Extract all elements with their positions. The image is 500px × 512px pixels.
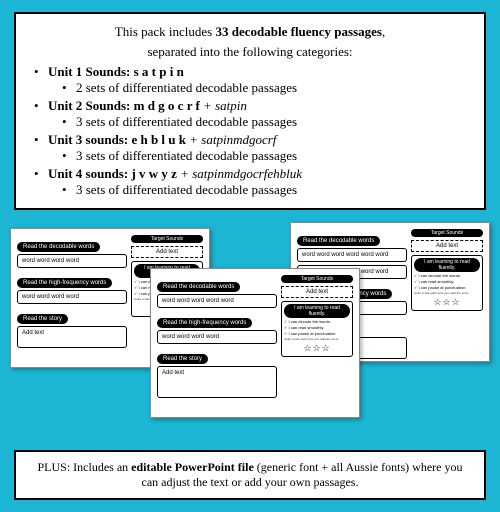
word-row: word word word word (17, 290, 127, 304)
intro-post: , (382, 24, 385, 39)
pill-decodable: Read the decodable words (157, 282, 240, 292)
word-row: word word word word word (157, 294, 277, 308)
target-header: Target Sounds (281, 275, 353, 283)
target-box: Add text (131, 246, 203, 258)
pill-decodable: Read the decodable words (297, 236, 380, 246)
target-box: Add text (411, 240, 483, 252)
unit-1: •Unit 1 Sounds: s a t p i n •2 sets of d… (34, 64, 466, 96)
word-row: word word word word (17, 254, 127, 268)
pill-story: Read the story (17, 314, 68, 324)
unit-2: •Unit 2 Sounds: m d g o c r f + satpin •… (34, 98, 466, 130)
pill-decodable: Read the decodable words (17, 242, 100, 252)
target-header: Target Sounds (131, 235, 203, 243)
bottom-bold: editable PowerPoint file (131, 460, 254, 474)
pill-hf: Read the high-frequency words (157, 318, 252, 328)
target-box: Add text (281, 286, 353, 298)
bonus-box: PLUS: Includes an editable PowerPoint fi… (14, 450, 486, 500)
unit-4: •Unit 4 sounds: j v w y z + satpinmdgocr… (34, 166, 466, 198)
stars-icon: ☆☆☆ (284, 343, 350, 354)
intro-bold: 33 decodable fluency passages (216, 24, 382, 39)
story-box: Add text (157, 366, 277, 398)
target-header: Target Sounds (411, 229, 483, 237)
stars-icon: ☆☆☆ (414, 297, 480, 308)
pill-hf: Read the high-frequency words (17, 278, 112, 288)
story-box: Add text (17, 326, 127, 348)
bottom-pre: PLUS: Includes an (37, 460, 131, 474)
intro-text: This pack includes 33 decodable fluency … (34, 24, 466, 40)
unit-3: •Unit 3 sounds: e h b l u k + satpinmdgo… (34, 132, 466, 164)
description-box: This pack includes 33 decodable fluency … (14, 12, 486, 210)
intro-pre: This pack includes (115, 24, 216, 39)
side-panel: Target Sounds Add text I am learning to … (281, 275, 353, 398)
preview-card-middle: Read the decodable words word word word … (150, 268, 360, 418)
word-row: word word word word word word (297, 248, 407, 262)
side-panel: Target Sounds Add text I am learning to … (411, 229, 483, 359)
word-row: word word word word (157, 330, 277, 344)
pill-story: Read the story (157, 354, 208, 364)
preview-area: Read the decodable words word word word … (0, 218, 500, 418)
intro-line2: separated into the following categories: (34, 44, 466, 60)
